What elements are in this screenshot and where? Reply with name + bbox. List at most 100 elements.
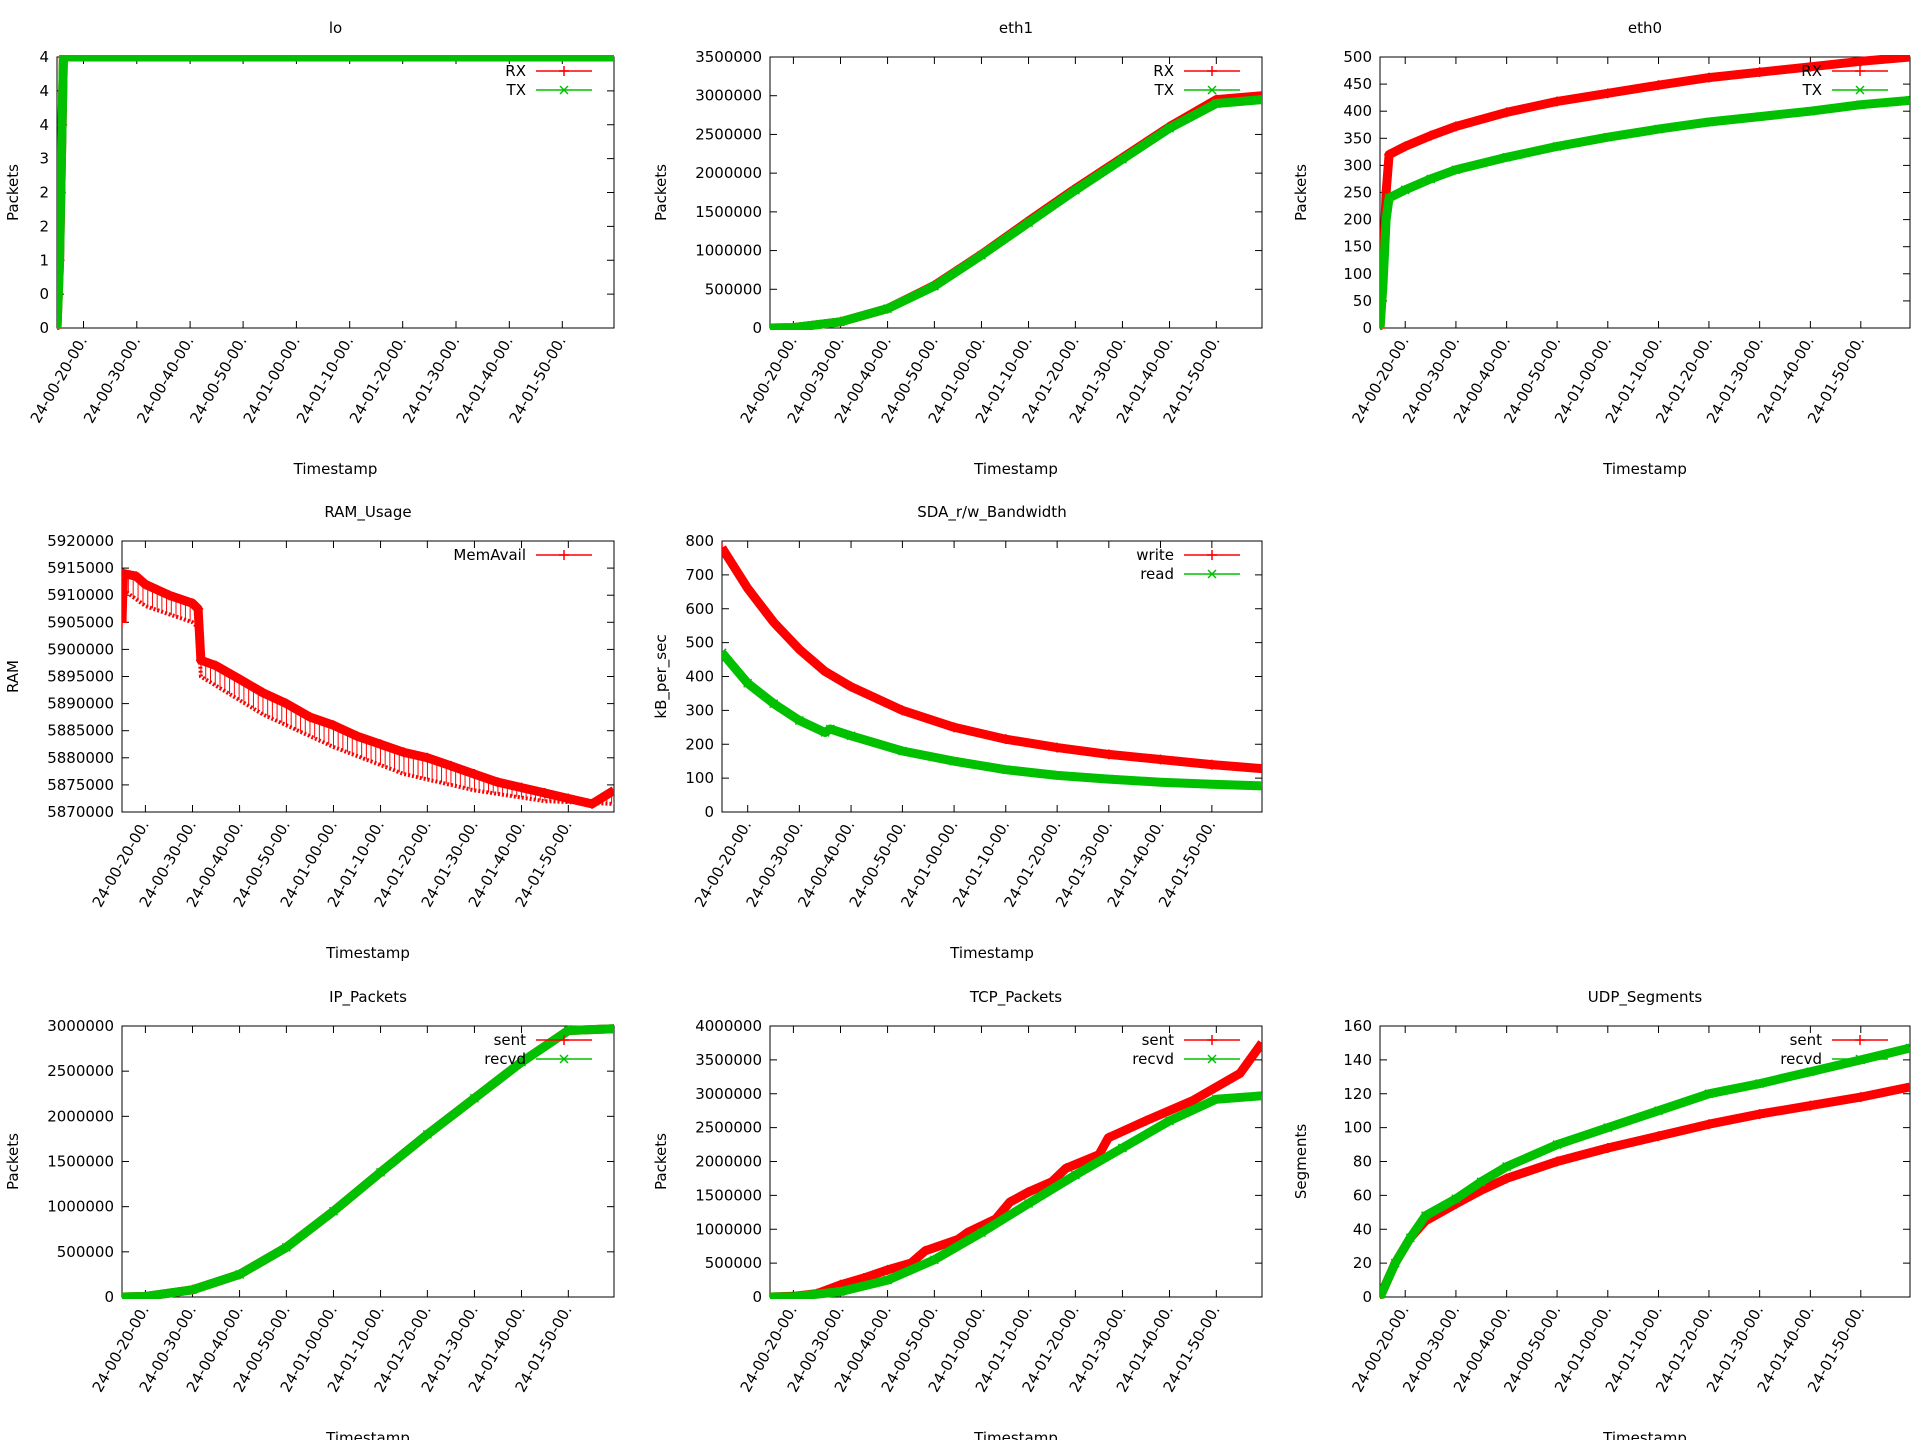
legend-marker: [1207, 85, 1217, 95]
data-point: [57, 323, 62, 330]
data-point: [1653, 80, 1664, 91]
legend-entry-memavail: MemAvail: [453, 546, 592, 564]
legend-marker: [559, 550, 569, 560]
y-tick-label: 4: [39, 48, 49, 66]
series-line: [770, 1091, 1262, 1299]
data-point: [1140, 1115, 1151, 1126]
plot-frame: [769, 56, 1263, 329]
y-tick-label: 5895000: [47, 668, 114, 686]
y-tick-label: 20: [1353, 1254, 1372, 1272]
data-point: [1905, 55, 1910, 62]
legend-marker: [1207, 569, 1217, 579]
data-point: [897, 705, 908, 716]
data-point: [328, 720, 339, 731]
data-point: [1704, 1089, 1714, 1099]
y-axis-label: Segments: [1292, 1124, 1310, 1200]
series-tx: [770, 95, 1262, 330]
y-tick-label: 200: [1343, 211, 1372, 229]
x-tick-label: 24-00-20-00.: [27, 333, 91, 426]
x-axis-label: Timestamp: [293, 460, 378, 478]
data-point: [769, 699, 779, 709]
y-axis-label: Packets: [1292, 164, 1310, 221]
y-tick-label: 5905000: [47, 613, 114, 631]
plot-frame: [1379, 56, 1911, 329]
data-point: [492, 777, 503, 788]
y-tick-label: 3500000: [695, 1051, 762, 1069]
plot-area: [57, 55, 614, 330]
data-point: [882, 1264, 893, 1275]
data-point: [1905, 95, 1910, 105]
y-axis-label: Packets: [4, 164, 22, 221]
y-tick-label: 2000000: [695, 1153, 762, 1171]
legend-entry-write: write: [1136, 546, 1240, 564]
data-point: [1421, 1211, 1431, 1221]
series-rx: [57, 55, 614, 330]
data-point: [351, 731, 362, 742]
series-read: [722, 648, 1262, 791]
legend-entry-read: read: [1140, 565, 1240, 583]
series-line: [1380, 55, 1910, 329]
data-point: [1390, 1258, 1400, 1268]
data-point: [1653, 1106, 1664, 1116]
series-rx: [1380, 55, 1910, 330]
series-write: [722, 542, 1262, 774]
legend-label: read: [1140, 565, 1174, 583]
data-point: [722, 542, 727, 553]
series-line: [770, 95, 1262, 330]
y-tick-label: 800: [685, 532, 714, 550]
series-tx: [57, 55, 614, 330]
y-tick-label: 2000000: [695, 164, 762, 182]
plot-area: [122, 1024, 614, 1299]
y-tick-label: 1000000: [695, 242, 762, 260]
data-point: [1257, 1091, 1262, 1101]
y-tick-label: 1000000: [695, 1220, 762, 1238]
legend-entry-rx: RX: [1153, 62, 1240, 80]
series-line: [122, 1024, 614, 1299]
legend-entry-tx: TX: [1802, 81, 1888, 99]
data-point: [846, 681, 857, 692]
y-tick-label: 5885000: [47, 722, 114, 740]
data-point: [1155, 777, 1166, 787]
series-line: [1380, 95, 1910, 329]
y-tick-label: 0: [704, 803, 714, 821]
data-point: [1451, 1194, 1461, 1204]
y-axis-label: kB_per_sec: [652, 634, 671, 718]
data-point: [770, 1292, 775, 1299]
y-tick-label: 1: [39, 251, 49, 269]
series-line: [722, 545, 1262, 774]
data-point: [770, 323, 775, 330]
legend-entry-recvd: recvd: [1780, 1050, 1888, 1068]
legend-label: TX: [1802, 81, 1822, 99]
chart-title: eth1: [999, 19, 1033, 37]
legend-entry-rx: RX: [505, 62, 592, 80]
data-point: [820, 666, 831, 677]
y-tick-label: 1500000: [695, 1186, 762, 1204]
data-point: [1023, 1186, 1034, 1197]
data-point: [234, 674, 245, 685]
y-tick-label: 60: [1353, 1186, 1372, 1204]
y-tick-label: 140: [1343, 1051, 1372, 1069]
x-tick-label: 24-01-30-00.: [399, 333, 463, 426]
data-point: [1451, 165, 1461, 175]
data-point: [743, 678, 753, 688]
data-point: [1653, 1131, 1664, 1142]
data-point: [609, 55, 614, 62]
x-axis-label: Timestamp: [325, 944, 410, 962]
legend-label: recvd: [1780, 1050, 1822, 1068]
series-line: [57, 55, 614, 329]
plot-frame: [121, 1025, 615, 1298]
chart-ram: RAM_Usage 5870000 5875000 5880000 5885000 589…: [4, 503, 615, 962]
y-tick-label: 160: [1343, 1017, 1372, 1035]
data-point: [1805, 106, 1815, 116]
legend-label: sent: [1790, 1031, 1823, 1049]
data-point: [1501, 107, 1512, 118]
y-tick-label: 2: [39, 184, 49, 202]
data-point: [257, 687, 268, 698]
x-tick-label: 24-00-50-00.: [186, 333, 250, 426]
data-point: [1856, 100, 1866, 110]
data-point: [1603, 132, 1613, 142]
data-point: [949, 756, 959, 766]
data-point: [722, 648, 727, 658]
plot-area: [122, 568, 614, 809]
